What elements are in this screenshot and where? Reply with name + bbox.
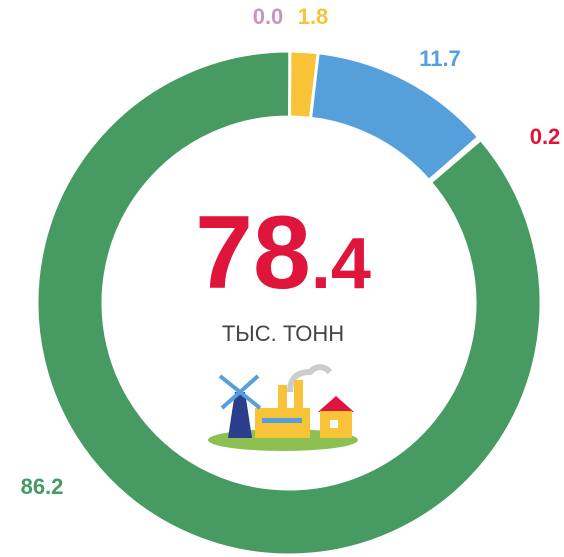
value-label: 1.8 bbox=[298, 4, 329, 29]
value-label: 11.7 bbox=[419, 46, 461, 71]
labels: 0.0 1.8 11.7 0.2 86.2 bbox=[21, 4, 561, 499]
factory-icon bbox=[208, 364, 358, 451]
value-label: 86.2 bbox=[21, 474, 64, 499]
center-label: ТЫС. ТОНН bbox=[222, 321, 344, 346]
value-label: 0.2 bbox=[530, 124, 561, 149]
center-value: 78.4 bbox=[195, 195, 371, 311]
slice bbox=[35, 49, 543, 557]
value-label: 0.0 bbox=[253, 4, 284, 29]
slices bbox=[35, 49, 543, 557]
